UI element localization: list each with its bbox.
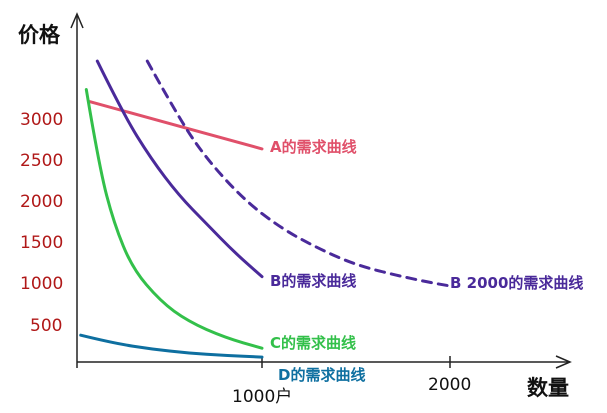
series-label-b-2000: B 2000的需求曲线 [450, 274, 583, 292]
y-tick-label: 3000 [20, 110, 63, 130]
y-tick-labels: 3000 2500 2000 1500 1000 500 [20, 110, 63, 336]
y-axis-arrow [70, 12, 84, 29]
series-label-a: A的需求曲线 [270, 138, 357, 156]
demand-curve-0 [88, 100, 264, 151]
y-axis-title: 价格 [18, 23, 61, 47]
x-tick-label: 1000户 [232, 387, 292, 407]
y-tick-label: 1500 [20, 233, 63, 253]
series-label-d: D的需求曲线 [278, 366, 365, 384]
demand-curve-2 [145, 59, 455, 288]
x-tick-label: 2000 [428, 375, 471, 395]
demand-curve-4 [79, 333, 264, 359]
demand-curves [79, 59, 455, 359]
demand-curve-1 [95, 59, 264, 279]
y-tick-label: 2500 [20, 151, 63, 171]
y-tick-label: 500 [30, 316, 62, 336]
x-axis-arrow [555, 355, 572, 369]
series-label-b: B的需求曲线 [270, 272, 356, 290]
series-label-c: C的需求曲线 [270, 334, 356, 352]
x-axis-title: 数量 [527, 376, 569, 400]
y-tick-label: 2000 [20, 192, 63, 212]
demand-curve-3 [84, 88, 264, 350]
y-tick-label: 1000 [20, 274, 63, 294]
